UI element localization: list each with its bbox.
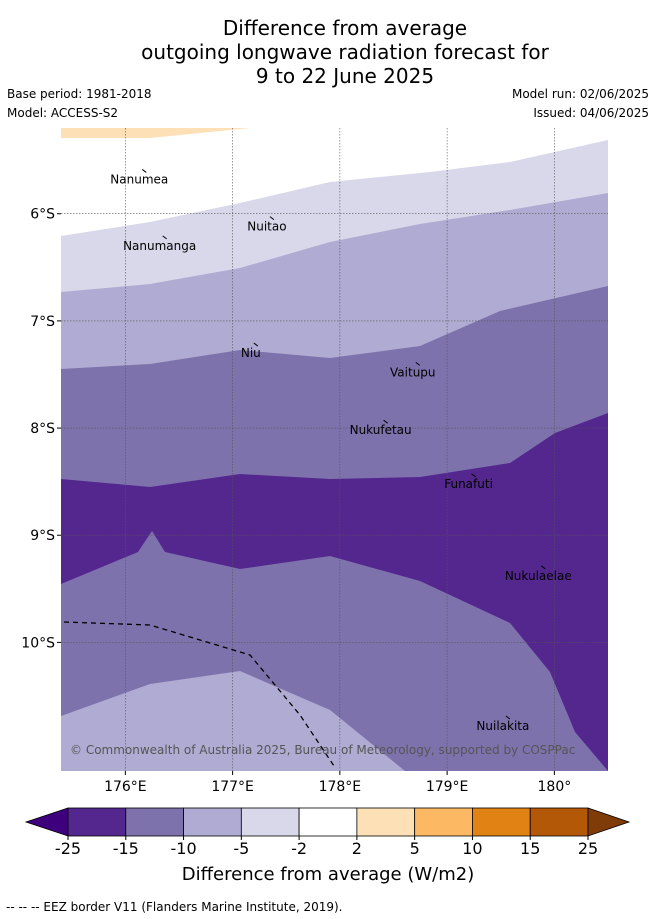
island-outline xyxy=(471,473,476,478)
place-label: Nanumea xyxy=(110,172,168,186)
colorbar-tick-label: -5 xyxy=(233,839,249,858)
lat-tick-label: 7°S xyxy=(30,314,55,330)
eez-border-line xyxy=(63,621,335,767)
lat-tick-label: 9°S xyxy=(30,528,55,544)
island-outline xyxy=(141,169,147,173)
colorbar-segment xyxy=(298,807,358,837)
colorbar-segment xyxy=(240,807,300,837)
base-period: Base period: 1981-2018 xyxy=(7,87,152,101)
island-outline xyxy=(253,342,259,347)
colorbar-label: Difference from average (W/m2) xyxy=(182,864,474,885)
colorbar-extend-low xyxy=(24,807,69,837)
colorbar-tick-label: -10 xyxy=(170,839,196,858)
colorbar-segment xyxy=(67,807,127,837)
lon-tick-label: 180° xyxy=(538,779,572,795)
colorbar-tick-label: 15 xyxy=(520,839,540,858)
colorbar-segment xyxy=(125,807,184,837)
colorbar-segment xyxy=(529,807,589,837)
place-labels: Nanumea Nuitao Nanumanga Niu Vaitupu Nukufeta… xyxy=(110,169,572,733)
chart-title: Difference from average outgoing longwav… xyxy=(0,16,655,88)
place-label: Nuitao xyxy=(247,220,286,234)
lon-tick-label: 177°E xyxy=(211,779,254,795)
island-outline xyxy=(383,419,388,424)
contour-band-south-minus10 xyxy=(61,671,405,771)
title-line-2: outgoing longwave radiation forecast for xyxy=(141,40,549,64)
lon-tick-label: 179°E xyxy=(426,779,469,795)
island-outline xyxy=(505,715,511,720)
model-name: Model: ACCESS-S2 xyxy=(7,106,119,120)
colorbar-tick-label: -2 xyxy=(291,839,307,858)
place-label: Nukufetau xyxy=(350,423,412,437)
colorbar-segment xyxy=(183,807,242,837)
lon-tick-label: 176°E xyxy=(104,779,147,795)
axis-ticks: 176°E 177°E 178°E 179°E 180° 6°S 7°S 8°S 9°S 10°S xyxy=(21,207,571,795)
place-label: Funafuti xyxy=(444,477,493,491)
issued-date: Issued: 04/06/2025 xyxy=(533,106,649,120)
island-outline xyxy=(415,361,421,366)
colorbar-segment xyxy=(414,807,473,837)
place-label: Nukulaelae xyxy=(505,569,572,583)
lat-tick-label: 6°S xyxy=(30,207,55,223)
colorbar-tick-label: -15 xyxy=(113,839,139,858)
lat-tick-label: 8°S xyxy=(30,421,55,437)
olr-anomaly-map: Nanumea Nuitao Nanumanga Niu Vaitupu Nukufeta… xyxy=(21,128,631,885)
copyright-notice: © Commonwealth of Australia 2025, Bureau… xyxy=(70,743,575,757)
colorbar-extend-high xyxy=(587,807,631,837)
graticule xyxy=(61,128,608,771)
place-label: Niu xyxy=(241,346,261,360)
island-outline xyxy=(162,235,167,240)
colorbar: -25 -15 -10 -5 -2 2 5 10 15 25 xyxy=(24,807,631,858)
colorbar-tick-label: 2 xyxy=(352,839,362,858)
colorbar-tick-label: 5 xyxy=(410,839,420,858)
model-run: Model run: 02/06/2025 xyxy=(511,87,649,101)
colorbar-tick-label: -25 xyxy=(55,839,81,858)
colorbar-tick-label: 10 xyxy=(462,839,482,858)
contour-fields xyxy=(61,128,608,771)
place-label: Nuilakita xyxy=(476,719,529,733)
island-outline xyxy=(269,216,275,220)
place-label: Nanumanga xyxy=(123,239,196,253)
title-line-3: 9 to 22 June 2025 xyxy=(255,64,435,88)
lon-tick-label: 178°E xyxy=(319,779,362,795)
eez-footnote: -- -- -- EEZ border V11 (Flanders Marine… xyxy=(6,900,343,914)
colorbar-segment xyxy=(356,807,416,837)
lat-tick-label: 10°S xyxy=(21,635,55,651)
contour-band-positive xyxy=(61,128,250,138)
title-line-1: Difference from average xyxy=(222,16,468,40)
colorbar-tick-label: 25 xyxy=(578,839,598,858)
colorbar-segment xyxy=(472,807,531,837)
place-label: Vaitupu xyxy=(390,365,436,379)
island-outline xyxy=(540,565,546,570)
